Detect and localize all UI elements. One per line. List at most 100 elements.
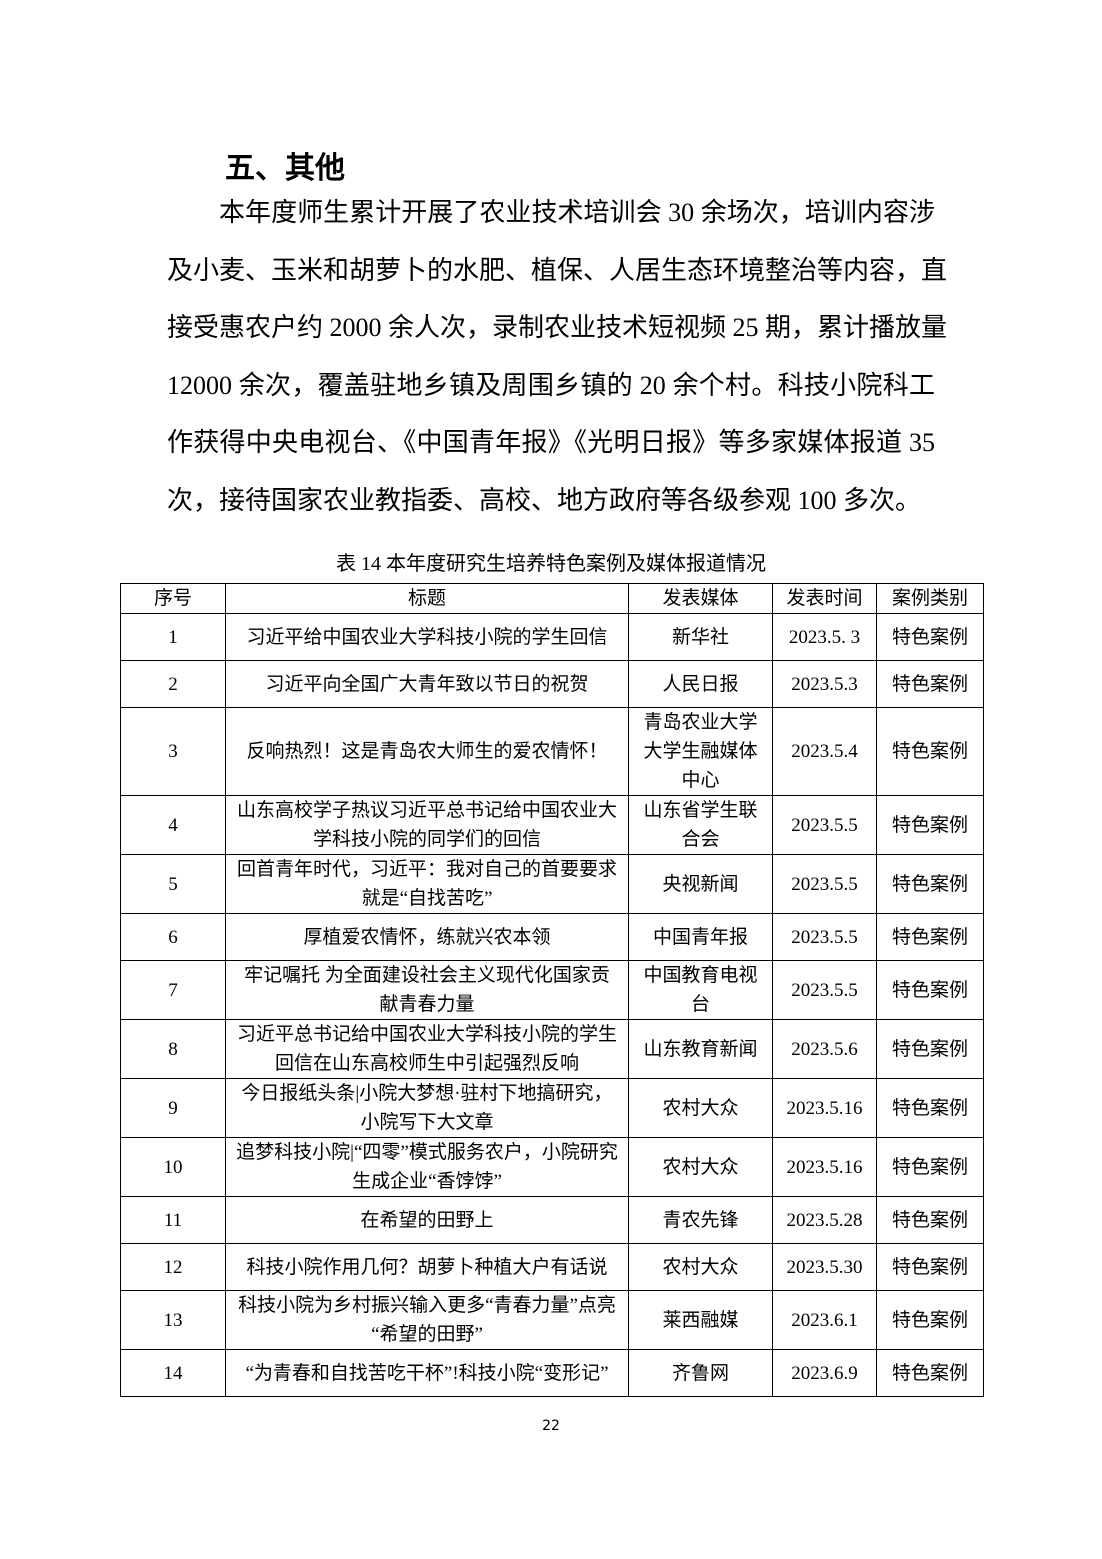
table-cell: 山东教育新闻 bbox=[628, 1019, 773, 1079]
table-row: 11 在希望的田野上 青农先锋 2023.5.28 特色案例 bbox=[120, 1196, 984, 1244]
table-cell: 回首青年时代，习近平：我对自己的首要要求就是“自找苦吃” bbox=[225, 854, 629, 914]
table-cell: 2 bbox=[120, 660, 226, 708]
table-cell: 7 bbox=[120, 960, 226, 1020]
table-cell: 人民日报 bbox=[628, 660, 773, 708]
table-cell: 3 bbox=[120, 707, 226, 796]
table-row: 6 厚植爱农情怀，练就兴农本领 中国青年报 2023.5.5 特色案例 bbox=[120, 913, 984, 961]
table-cell: 9 bbox=[120, 1078, 226, 1138]
table-cell: 习近平总书记给中国农业大学科技小院的学生回信在山东高校师生中引起强烈反响 bbox=[225, 1019, 629, 1079]
table-cell: 14 bbox=[120, 1349, 226, 1397]
table-cell: 特色案例 bbox=[876, 1137, 984, 1197]
table-row: 3 反响热烈！这是青岛农大师生的爱农情怀！ 青岛农业大学大学生融媒体中心 2023.5… bbox=[120, 707, 984, 796]
header-row: 序号 标题 发表媒体 发表时间 案例类别 bbox=[120, 583, 984, 614]
table-cell: 习近平向全国广大青年致以节日的祝贺 bbox=[225, 660, 629, 708]
table-row: 8 习近平总书记给中国农业大学科技小院的学生回信在山东高校师生中引起强烈反响 山东教… bbox=[120, 1019, 984, 1079]
page-number: 22 bbox=[542, 1418, 560, 1434]
table-cell: 13 bbox=[120, 1290, 226, 1350]
table-cell: 青岛农业大学大学生融媒体中心 bbox=[628, 707, 773, 796]
table-cell: 2023.6.1 bbox=[772, 1290, 877, 1350]
table-cell: 山东高校学子热议习近平总书记给中国农业大学科技小院的同学们的回信 bbox=[225, 795, 629, 855]
table-cell: 今日报纸头条|小院大梦想·驻村下地搞研究，小院写下大文章 bbox=[225, 1078, 629, 1138]
table-cell: 青农先锋 bbox=[628, 1196, 773, 1244]
table-cell: 特色案例 bbox=[876, 707, 984, 796]
table-cell: 2023.5.16 bbox=[772, 1137, 877, 1197]
table-cell: 特色案例 bbox=[876, 1290, 984, 1350]
table-cell: 8 bbox=[120, 1019, 226, 1079]
table-row: 14 “为青春和自找苦吃干杯”!科技小院“变形记” 齐鲁网 2023.6.9 特色案例 bbox=[120, 1349, 984, 1397]
table-cell: 2023.5.5 bbox=[772, 913, 877, 961]
table-cell: 中国教育电视台 bbox=[628, 960, 773, 1020]
paragraph-line: 作获得中央电视台、《中国青年报》《光明日报》等多家媒体报道 35 bbox=[167, 428, 935, 457]
table-cell: 央视新闻 bbox=[628, 854, 773, 914]
table-cell: 特色案例 bbox=[876, 1196, 984, 1244]
table-cell: 2023.5.30 bbox=[772, 1243, 877, 1291]
table-caption: 表 14 本年度研究生培养特色案例及媒体报道情况 bbox=[336, 553, 766, 575]
header-cell: 发表媒体 bbox=[628, 583, 773, 614]
paragraph-line: 及小麦、玉米和胡萝卜的水肥、植保、人居生态环境整治等内容，直 bbox=[167, 255, 948, 285]
table-row: 2 习近平向全国广大青年致以节日的祝贺 人民日报 2023.5.3 特色案例 bbox=[120, 660, 984, 708]
table-cell: 特色案例 bbox=[876, 960, 984, 1020]
table-cell: 牢记嘱托 为全面建设社会主义现代化国家贡献青春力量 bbox=[225, 960, 629, 1020]
table-cell: 10 bbox=[120, 1137, 226, 1197]
table-cell: 新华社 bbox=[628, 613, 773, 661]
table-cell: 特色案例 bbox=[876, 854, 984, 914]
table-cell: 特色案例 bbox=[876, 1243, 984, 1291]
table-cell: 2023.6.9 bbox=[772, 1349, 877, 1397]
header-cell: 案例类别 bbox=[876, 583, 984, 614]
table-row: 7 牢记嘱托 为全面建设社会主义现代化国家贡献青春力量 中国教育电视台 2023.5.… bbox=[120, 960, 984, 1020]
table-cell: 特色案例 bbox=[876, 795, 984, 855]
table-cell: 6 bbox=[120, 913, 226, 961]
paragraph-line: 次，接待国家农业教指委、高校、地方政府等各级参观 100 多次。 bbox=[167, 485, 922, 515]
table-cell: 4 bbox=[120, 795, 226, 855]
table-cell: 特色案例 bbox=[876, 1078, 984, 1138]
table-cell: 习近平给中国农业大学科技小院的学生回信 bbox=[225, 613, 629, 661]
table-cell: 特色案例 bbox=[876, 660, 984, 708]
table-cell: 2023.5.28 bbox=[772, 1196, 877, 1244]
table-cell: 中国青年报 bbox=[628, 913, 773, 961]
table-cell: 2023.5.6 bbox=[772, 1019, 877, 1079]
table-cell: 5 bbox=[120, 854, 226, 914]
table-cell: 12 bbox=[120, 1243, 226, 1291]
table-cell: 农村大众 bbox=[628, 1078, 773, 1138]
table-cell: 农村大众 bbox=[628, 1137, 773, 1197]
table-cell: 2023.5.4 bbox=[772, 707, 877, 796]
table-cell: 厚植爱农情怀，练就兴农本领 bbox=[225, 913, 629, 961]
table-cell: 莱西融媒 bbox=[628, 1290, 773, 1350]
table-cell: 特色案例 bbox=[876, 1349, 984, 1397]
paragraph-line: 12000 余次，覆盖驻地乡镇及周围乡镇的 20 余个村。科技小院科工 bbox=[167, 370, 935, 400]
table-cell: 2023.5.5 bbox=[772, 854, 877, 914]
table-cell: 11 bbox=[120, 1196, 226, 1244]
header-cell: 发表时间 bbox=[772, 583, 877, 614]
table-cell: 2023.5. 3 bbox=[772, 613, 877, 661]
table-cell: 反响热烈！这是青岛农大师生的爱农情怀！ bbox=[225, 707, 629, 796]
section-heading: 五、其他 bbox=[225, 151, 345, 186]
table-cell: 在希望的田野上 bbox=[225, 1196, 629, 1244]
table-row: 10 追梦科技小院|“四零”模式服务农户，小院研究生成企业“香饽饽” 农村大众 202… bbox=[120, 1137, 984, 1197]
table-cell: 特色案例 bbox=[876, 613, 984, 661]
table-cell: 科技小院作用几何？胡萝卜种植大户有话说 bbox=[225, 1243, 629, 1291]
table-row: 9 今日报纸头条|小院大梦想·驻村下地搞研究，小院写下大文章 农村大众 2023.5.… bbox=[120, 1078, 984, 1138]
table-cell: 科技小院为乡村振兴输入更多“青春力量”点亮“希望的田野” bbox=[225, 1290, 629, 1350]
table-cell: 山东省学生联合会 bbox=[628, 795, 773, 855]
table-cell: 农村大众 bbox=[628, 1243, 773, 1291]
table-cell: 追梦科技小院|“四零”模式服务农户，小院研究生成企业“香饽饽” bbox=[225, 1137, 629, 1197]
table-cell: 齐鲁网 bbox=[628, 1349, 773, 1397]
table-row: 13 科技小院为乡村振兴输入更多“青春力量”点亮“希望的田野” 莱西融媒 2023.6… bbox=[120, 1290, 984, 1350]
table-cell: 2023.5.3 bbox=[772, 660, 877, 708]
media-table: 序号 标题 发表媒体 发表时间 案例类别 1 习近平给中国农业大学科技小院的学生回信 新华社… bbox=[120, 583, 984, 1397]
table-cell: 特色案例 bbox=[876, 913, 984, 961]
header-cell: 标题 bbox=[225, 583, 629, 614]
paragraph-line: 本年度师生累计开展了农业技术培训会 30 余场次，培训内容涉 bbox=[219, 198, 935, 227]
table-cell: 2023.5.5 bbox=[772, 795, 877, 855]
paragraph-line: 接受惠农户约 2000 余人次，录制农业技术短视频 25 期，累计播放量 bbox=[167, 313, 948, 342]
header-cell: 序号 bbox=[120, 583, 226, 614]
table-cell: 1 bbox=[120, 613, 226, 661]
table-cell: 2023.5.5 bbox=[772, 960, 877, 1020]
table-row: 1 习近平给中国农业大学科技小院的学生回信 新华社 2023.5. 3 特色案例 bbox=[120, 613, 984, 661]
table-cell: “为青春和自找苦吃干杯”!科技小院“变形记” bbox=[225, 1349, 629, 1397]
table-cell: 特色案例 bbox=[876, 1019, 984, 1079]
table-row: 5 回首青年时代，习近平：我对自己的首要要求就是“自找苦吃” 央视新闻 2023.5.… bbox=[120, 854, 984, 914]
table-cell: 2023.5.16 bbox=[772, 1078, 877, 1138]
table-row: 4 山东高校学子热议习近平总书记给中国农业大学科技小院的同学们的回信 山东省学生联合… bbox=[120, 795, 984, 855]
